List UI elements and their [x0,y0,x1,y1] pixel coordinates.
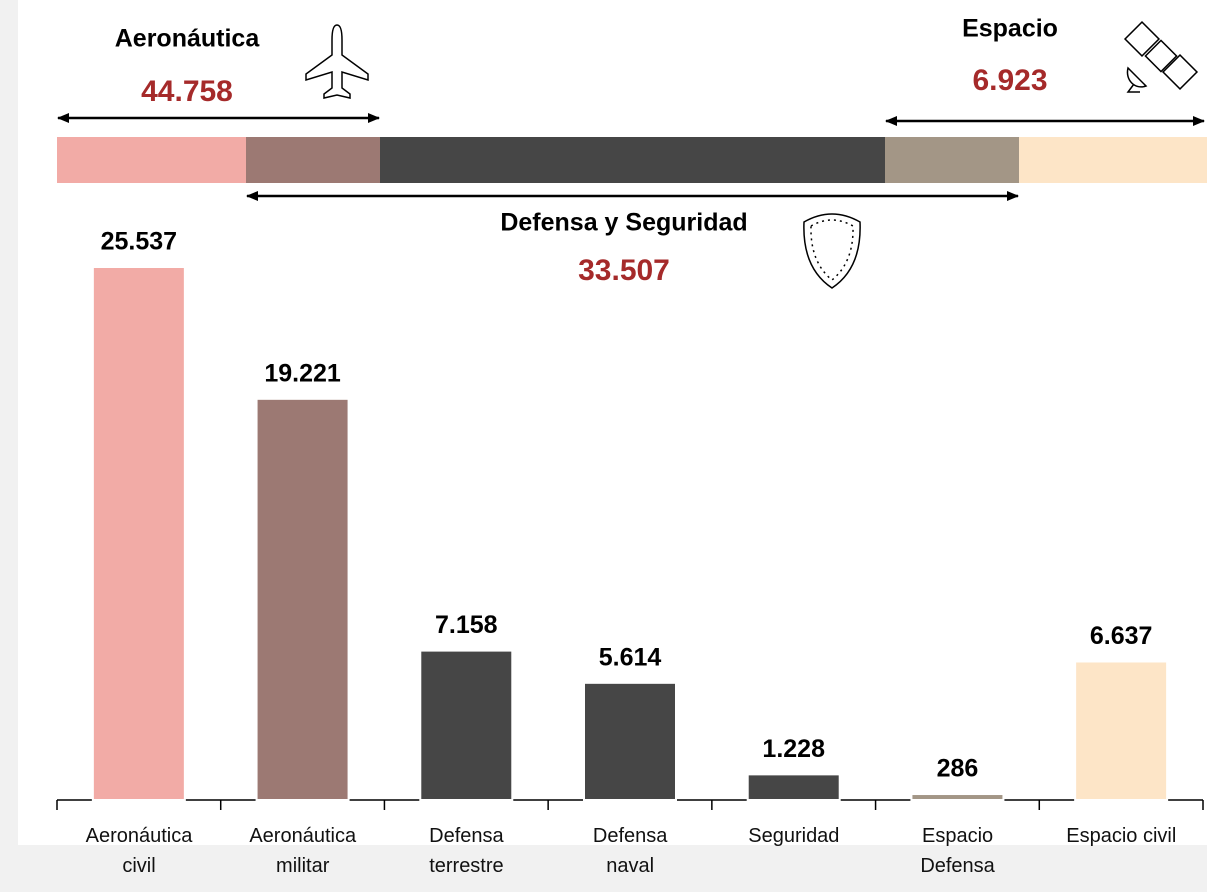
value-label: 5.614 [599,643,662,671]
value-label: 7.158 [435,611,498,639]
group-value: 33.507 [578,254,670,287]
x-tick-label: Espacio Defensa [920,825,995,877]
bar [1074,660,1169,801]
bar [419,649,514,801]
x-tick-label: Aeronáutica militar [249,825,357,877]
value-label: 1.228 [762,735,825,763]
shield-icon [803,213,861,289]
group-value: 6.923 [972,64,1047,97]
strip-segment [548,137,717,183]
satellite-icon [1123,20,1199,93]
bar [255,397,350,801]
x-tick-label: Espacio civil [1066,825,1177,847]
strip-segment [246,137,381,183]
x-tick-label: Seguridad [748,825,840,847]
group-name: Aeronáutica [115,25,261,53]
strip-segment [885,137,1020,183]
value-label: 286 [937,755,979,783]
value-label: 6.637 [1090,622,1153,650]
bar [746,773,841,801]
value-label: 25.537 [101,228,177,256]
bar [583,681,677,802]
strip-segment [57,137,247,183]
group-value: 44.758 [141,75,233,108]
strip-segment [716,137,886,183]
airplane-icon [305,24,369,99]
group-name: Espacio [962,15,1058,43]
strip-segment [380,137,549,183]
bar [91,266,186,801]
group-name: Defensa y Seguridad [500,209,747,237]
x-tick-label: Defensa terrestre [429,825,504,877]
strip-segment [1019,137,1207,183]
x-tick-label: Defensa naval [592,825,668,877]
x-tick-label: Aeronáutica civil [85,825,193,877]
value-label: 19.221 [264,359,341,387]
bar [910,793,1005,801]
